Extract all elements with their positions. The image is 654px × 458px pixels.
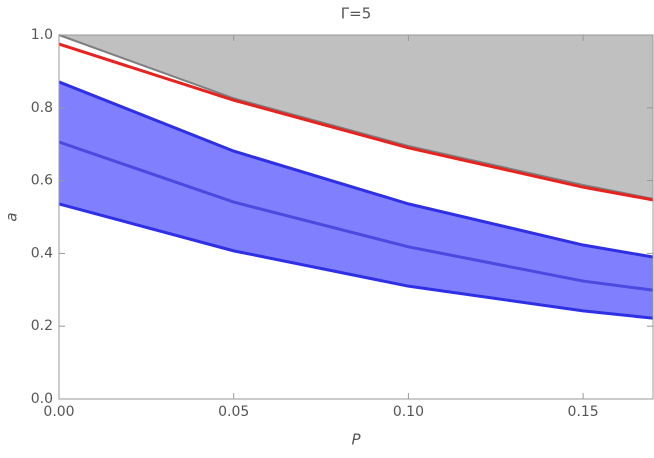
plot-frame [58,34,654,400]
y-axis-label: a [3,212,21,221]
y-tick-label: 1.0 [31,27,53,43]
y-tick-label: 0.8 [31,100,53,116]
x-tick-label: 0.10 [393,404,424,420]
series-line [58,34,654,200]
series-line [58,202,654,320]
x-axis-label: P [351,431,361,449]
y-tick-label: 0.6 [31,173,53,189]
x-tick-label: 0.00 [43,404,74,420]
series-line [58,42,654,202]
series-line [58,140,654,292]
y-tick-label: 0.2 [31,318,53,334]
y-tick-label: 0.4 [31,245,53,261]
region-fill [59,35,653,199]
chart-title: Γ=5 [341,5,371,23]
x-tick-label: 0.05 [218,404,249,420]
series-line [58,80,654,259]
x-tick-label: 0.15 [568,404,599,420]
y-tick-label: 0.0 [31,391,53,407]
